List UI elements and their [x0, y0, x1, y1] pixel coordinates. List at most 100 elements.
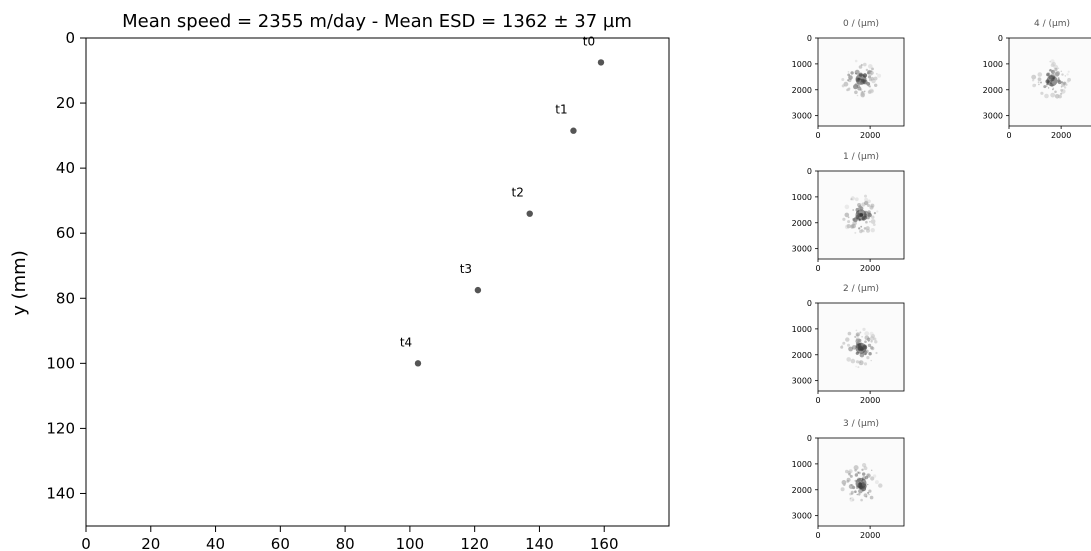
particle-image [842, 194, 879, 234]
particle-speck [847, 216, 850, 219]
particle-image [841, 59, 882, 98]
data-point-t1 [570, 127, 577, 134]
particle-speck [853, 84, 858, 90]
particle-speck [859, 331, 862, 334]
thumbnail-y-tick-label: 1000 [792, 325, 812, 334]
particle-speck [854, 473, 859, 477]
particle-speck [857, 366, 860, 369]
particle-speck [1057, 67, 1060, 70]
particle-speck [842, 217, 846, 221]
thumbnail-panel-4: 4 / (µm) 0 1000 2000 3000 0 2000 [983, 19, 1091, 140]
particle-speck [867, 204, 870, 207]
particle-speck [841, 480, 847, 485]
y-tick-label: 0 [65, 29, 75, 47]
thumbnail-frame [1008, 37, 1091, 127]
particle-speck [852, 209, 855, 211]
thumbnail-title: 0 / (µm) [843, 19, 879, 29]
particle-speck [873, 76, 878, 81]
data-points: t0 t1 t2 t3 t4 [400, 34, 605, 367]
point-label-t0: t0 [583, 34, 595, 48]
particle-speck [858, 205, 862, 209]
particle-speck [871, 346, 875, 351]
particle-speck [870, 70, 873, 73]
particle-speck [850, 484, 853, 486]
particle-speck [860, 229, 864, 232]
particle-speck [867, 75, 872, 79]
particle-speck [864, 90, 866, 93]
particle-speck [869, 205, 874, 210]
particle-speck [863, 466, 868, 471]
particle-speck [857, 472, 860, 474]
thumbnail-panel-2: 2 / (µm) 0 1000 2000 3000 0 2000 [792, 284, 905, 405]
particle-speck [866, 228, 870, 233]
particle-speck [865, 68, 869, 72]
thumbnail-y-tick-label: 3000 [792, 512, 812, 521]
particle-speck [846, 477, 851, 482]
particle-speck [1060, 88, 1063, 92]
particle-speck [848, 346, 853, 352]
thumbnail-frame [817, 170, 905, 260]
thumbnail-x-tick-label: 0 [815, 264, 820, 273]
particle-speck [860, 91, 866, 96]
particle-image [840, 463, 883, 502]
thumbnail-x-tick-label: 2000 [860, 264, 880, 273]
particle-speck [850, 198, 853, 201]
particle-speck [846, 357, 851, 362]
particle-speck [867, 70, 871, 75]
particle-core [855, 477, 867, 489]
particle-speck [850, 71, 854, 75]
particle-speck [871, 67, 874, 71]
particle-speck [1067, 77, 1071, 82]
thumbnail-y-tick-label: 2000 [792, 86, 812, 95]
particle-speck [847, 78, 852, 83]
particle-speck [1037, 77, 1042, 82]
particle-speck [862, 463, 867, 468]
thumbnail-y-tick-label: 0 [807, 299, 812, 308]
particle-speck [1052, 88, 1054, 91]
particle-speck [1046, 73, 1050, 77]
particle-speck [870, 476, 875, 481]
particle-speck [844, 204, 850, 210]
thumbnail-x-tick-label: 2000 [860, 131, 880, 140]
particle-speck [858, 65, 863, 69]
particle-speck [854, 231, 857, 234]
particle-speck [867, 212, 872, 218]
particle-speck [1038, 83, 1040, 86]
particle-speck [1050, 92, 1056, 98]
thumbnail-title: 3 / (µm) [843, 419, 879, 429]
thumbnail-title: 4 / (µm) [1034, 19, 1070, 29]
particle-speck [853, 465, 859, 471]
particle-speck [873, 212, 877, 215]
y-tick-label: 60 [56, 224, 75, 242]
particle-speck [850, 358, 856, 364]
thumbnail-panel-3: 3 / (µm) 0 1000 2000 3000 0 2000 [792, 419, 905, 540]
particle-speck [872, 223, 876, 227]
thumbnail-x-tick-label: 0 [815, 396, 820, 405]
particle-speck [867, 343, 872, 348]
particle-speck [1061, 81, 1064, 84]
particle-speck [1061, 73, 1064, 76]
x-tick-label: 140 [525, 535, 554, 551]
particle-speck [877, 73, 882, 78]
particle-speck [1054, 94, 1060, 99]
particle-speck [868, 64, 873, 69]
thumbnail-panel-1: 1 / (µm) 0 1000 2000 3000 0 2000 [792, 152, 905, 273]
x-tick-label: 60 [271, 535, 290, 551]
particle-speck [855, 339, 860, 344]
particle-speck [870, 340, 873, 343]
thumbnail-x-tick-label: 2000 [860, 531, 880, 540]
particle-speck [869, 72, 873, 76]
x-tick-label: 20 [141, 535, 160, 551]
particle-speck [851, 345, 857, 350]
x-tick-label: 100 [396, 535, 425, 551]
particle-speck [869, 86, 871, 88]
particle-speck [1031, 74, 1037, 80]
y-tick-label: 140 [46, 484, 75, 502]
chart-title: Mean speed = 2355 m/day - Mean ESD = 136… [122, 11, 632, 32]
data-point-t3 [474, 286, 482, 294]
particle-speck [866, 212, 871, 217]
particle-speck [875, 351, 878, 355]
particle-speck [856, 493, 859, 496]
thumbnail-frame [817, 437, 905, 527]
particle-speck [855, 332, 860, 337]
